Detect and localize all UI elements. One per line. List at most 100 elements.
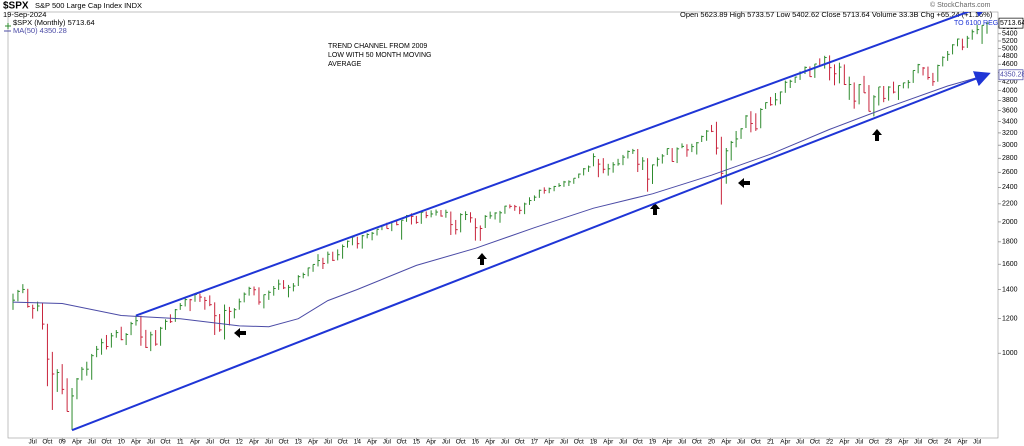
x-tick-label: Jul (29, 439, 38, 446)
x-tick-label: Jul (737, 439, 746, 446)
x-tick-label: 12 (236, 439, 244, 446)
trend-line (135, 12, 991, 317)
quote: Open 5623.89 High 5733.57 Low 5402.62 Cl… (680, 10, 993, 19)
y-tick-label: 3000 (1002, 142, 1018, 149)
x-tick-label: 14 (354, 439, 362, 446)
x-tick-label: Oct (515, 439, 525, 446)
x-tick-label: Apr (308, 439, 319, 446)
index-name: S&P 500 Large Cap Index INDX (35, 1, 142, 10)
y-tick-label: 1200 (1002, 316, 1018, 323)
y-tick-label: 3400 (1002, 118, 1018, 125)
annotation: AVERAGE (328, 61, 362, 68)
value-box (998, 17, 1024, 29)
y-tick-label: 4600 (1002, 61, 1018, 68)
symbol: $SPX (3, 1, 29, 12)
x-tick-label: Apr (662, 439, 673, 446)
y-tick-label: 2200 (1002, 201, 1018, 208)
arrow-left (738, 178, 750, 188)
x-tick-label: Jul (265, 439, 274, 446)
date: 19-Sep-2024 (3, 10, 46, 19)
x-tick-label: Jul (88, 439, 97, 446)
x-tick-label: Oct (928, 439, 938, 446)
y-tick-label: 5000 (1002, 45, 1018, 52)
x-tick-label: Jul (560, 439, 569, 446)
x-tick-label: Jul (855, 439, 864, 446)
x-tick-label: 21 (767, 439, 775, 446)
y-tick-label: 2000 (1002, 219, 1018, 226)
x-tick-label: Jul (206, 439, 215, 446)
x-tick-label: Oct (751, 439, 761, 446)
y-tick-label: 3600 (1002, 107, 1018, 114)
x-tick-label: 24 (944, 439, 952, 446)
arrows (234, 129, 882, 338)
x-tick-label: Apr (190, 439, 201, 446)
y-tick-label: 5400 (1002, 31, 1018, 38)
y-tick-label: 2400 (1002, 184, 1018, 191)
x-tick-label: Apr (780, 439, 791, 446)
y-tick-label: 4800 (1002, 53, 1018, 60)
x-tick-label: 16 (472, 439, 480, 446)
y-tick-label: 5200 (1002, 38, 1018, 45)
x-tick-label: Apr (72, 439, 83, 446)
x-tick-label: Apr (957, 439, 968, 446)
y-tick-label: 1800 (1002, 239, 1018, 246)
x-tick-label: Jul (678, 439, 687, 446)
x-tick-label: Oct (338, 439, 348, 446)
trend-line (71, 71, 991, 432)
y-tick-label: 2600 (1002, 169, 1018, 176)
x-tick-label: 13 (295, 439, 303, 446)
legend-ma: MA(50) 4350.28 (13, 26, 67, 35)
x-tick-label: Jul (442, 439, 451, 446)
x-tick-label: 20 (708, 439, 716, 446)
x-tick-label: 22 (826, 439, 834, 446)
x-tick-label: Jul (383, 439, 392, 446)
x-tick-label: 15 (413, 439, 421, 446)
target-note: TO 6100 REGION? (954, 20, 1015, 27)
x-tick-label: Apr (485, 439, 496, 446)
x-tick-label: Jul (501, 439, 510, 446)
moving-average (12, 74, 988, 328)
x-tick-label: Jul (796, 439, 805, 446)
x-tick-label: Apr (249, 439, 260, 446)
x-tick-label: 17 (531, 439, 539, 446)
x-tick-label: Oct (456, 439, 466, 446)
x-tick-label: Apr (898, 439, 909, 446)
x-tick-label: Oct (574, 439, 584, 446)
x-tick-label: Apr (426, 439, 437, 446)
watermark: © StockCharts.com (930, 1, 991, 9)
x-tick-label: Apr (544, 439, 555, 446)
x-tick-label: Apr (839, 439, 850, 446)
arrow-up (477, 253, 487, 265)
legend-price: $SPX (Monthly) 5713.64 (13, 18, 95, 27)
y-tick-label: 4200 (1002, 78, 1018, 85)
x-tick-label: Oct (810, 439, 820, 446)
value-box (998, 69, 1024, 81)
value-label: 5713.64 (1000, 20, 1024, 27)
x-tick-label: Jul (619, 439, 628, 446)
arrow-up (872, 129, 882, 141)
x-tick-label: Oct (869, 439, 879, 446)
x-tick-label: Oct (101, 439, 111, 446)
x-tick-label: 18 (590, 439, 598, 446)
x-tick-label: 11 (177, 439, 184, 446)
x-tick-label: Oct (692, 439, 702, 446)
x-tick-label: Apr (131, 439, 142, 446)
x-tick-label: 23 (885, 439, 893, 446)
y-tick-label: 1600 (1002, 261, 1018, 268)
x-tick-label: Oct (160, 439, 170, 446)
arrow-up (650, 203, 660, 215)
x-tick-label: Jul (147, 439, 156, 446)
x-tick-label: Oct (278, 439, 288, 446)
y-tick-label: 3800 (1002, 97, 1018, 104)
x-tick-label: Apr (367, 439, 378, 446)
x-tick-label: Jul (914, 439, 923, 446)
x-tick-label: Oct (219, 439, 229, 446)
x-tick-label: Apr (603, 439, 614, 446)
x-tick-label: Oct (397, 439, 407, 446)
y-tick-label: 2800 (1002, 155, 1018, 162)
y-tick-label: 3200 (1002, 130, 1018, 137)
x-tick-label: Oct (633, 439, 643, 446)
legend-icon (5, 23, 11, 29)
x-tick-label: 19 (649, 439, 657, 446)
